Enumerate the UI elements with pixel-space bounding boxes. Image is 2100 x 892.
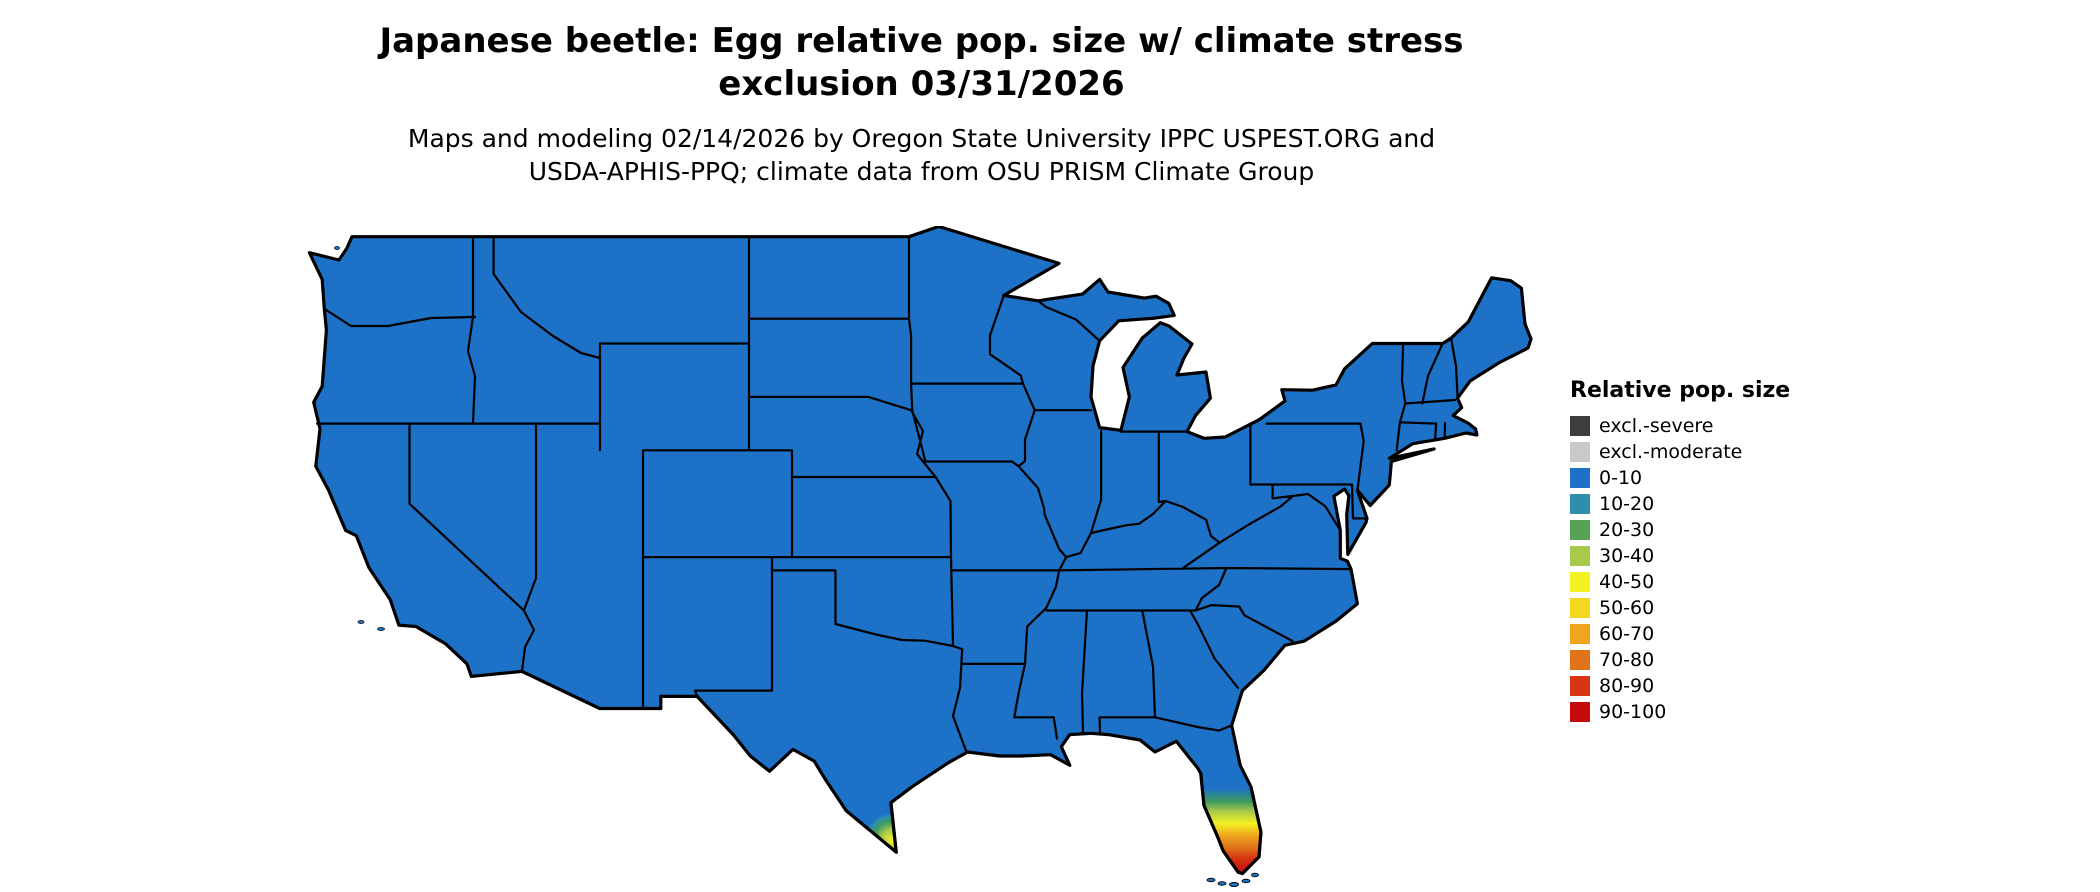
legend-item: 10-20: [1570, 491, 1790, 517]
legend-swatch-20-30: [1570, 520, 1590, 540]
legend-swatch-70-80: [1570, 650, 1590, 670]
legend-label: 10-20: [1599, 492, 1655, 515]
legend-item: 60-70: [1570, 621, 1790, 647]
legend-label: 70-80: [1599, 648, 1655, 671]
map-subtitle: Maps and modeling 02/14/2026 by Oregon S…: [0, 122, 1843, 188]
legend-item: 0-10: [1570, 465, 1790, 491]
legend-swatch-0-10: [1570, 468, 1590, 488]
legend-label: excl.-moderate: [1599, 440, 1743, 463]
state-borders: [315, 235, 1459, 754]
legend-label: excl.-severe: [1599, 414, 1714, 437]
legend-label: 90-100: [1599, 700, 1667, 723]
legend-swatch-30-40: [1570, 546, 1590, 566]
legend-swatch-10-20: [1570, 494, 1590, 514]
legend-label: 50-60: [1599, 596, 1655, 619]
conus-landmass: [307, 224, 1533, 876]
legend-swatch-40-50: [1570, 572, 1590, 592]
legend-label: 0-10: [1599, 466, 1643, 489]
legend-label: 60-70: [1599, 622, 1655, 645]
legend-item: 70-80: [1570, 647, 1790, 673]
us-map: [303, 224, 1536, 888]
title-line-2: exclusion 03/31/2026: [718, 63, 1125, 104]
legend-label: 80-90: [1599, 674, 1655, 697]
legend-title: Relative pop. size: [1570, 378, 1791, 403]
legend: Relative pop. size excl.-severe excl.-mo…: [1570, 378, 1790, 725]
legend-swatch-excl-moderate: [1570, 442, 1590, 462]
legend-swatch-50-60: [1570, 598, 1590, 618]
coastline-stroke: [845, 773, 1263, 876]
legend-label: 20-30: [1599, 518, 1655, 541]
legend-item: 80-90: [1570, 673, 1790, 699]
legend-item: excl.-severe: [1570, 413, 1790, 439]
title-line-1: Japanese beetle: Egg relative pop. size …: [379, 21, 1464, 61]
legend-swatch-60-70: [1570, 624, 1590, 644]
legend-item: 20-30: [1570, 517, 1790, 543]
legend-label: 40-50: [1599, 570, 1655, 593]
legend-item: 40-50: [1570, 569, 1790, 595]
subtitle-line-1: Maps and modeling 02/14/2026 by Oregon S…: [407, 124, 1436, 153]
offshore-islands: [334, 246, 385, 631]
legend-item: excl.-moderate: [1570, 439, 1790, 465]
legend-label: 30-40: [1599, 544, 1655, 567]
florida-keys: [1206, 872, 1259, 887]
map-title: Japanese beetle: Egg relative pop. size …: [0, 20, 1843, 105]
legend-swatch-80-90: [1570, 676, 1590, 696]
legend-swatch-excl-severe: [1570, 416, 1590, 436]
legend-item: 50-60: [1570, 595, 1790, 621]
legend-swatch-90-100: [1570, 702, 1590, 722]
florida-hotspot: [1200, 773, 1261, 874]
legend-item: 90-100: [1570, 699, 1790, 725]
us-map-svg: [307, 224, 1533, 887]
subtitle-line-2: USDA-APHIS-PPQ; climate data from OSU PR…: [528, 157, 1315, 186]
legend-item: 30-40: [1570, 543, 1790, 569]
